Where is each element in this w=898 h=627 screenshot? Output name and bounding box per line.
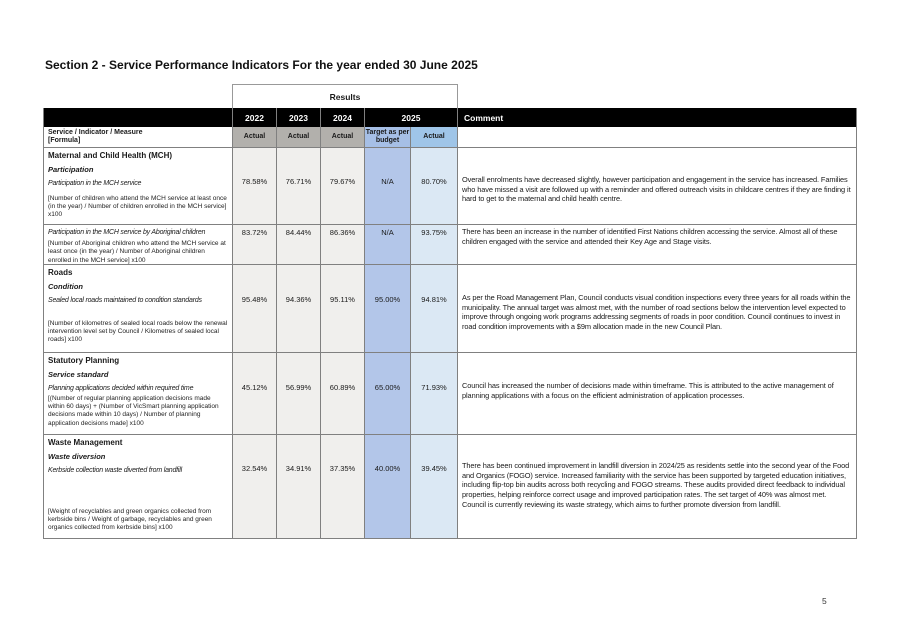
page-number: 5 [822, 596, 827, 606]
service-name: Waste Management [48, 438, 123, 447]
measure-header-line2: [Formula] [48, 137, 81, 144]
value-actual-2025: 39.45% [411, 435, 458, 539]
value-2022: 32.54% [233, 435, 277, 539]
subheader-comment-blank [458, 127, 857, 148]
value-2023: 76.71% [277, 148, 321, 225]
subheader-target-2025: Target as per budget [365, 127, 411, 148]
year-header-2024: 2024 [321, 108, 365, 127]
value-target-2025: 65.00% [365, 353, 411, 435]
performance-indicators-table: Results 2022 2023 2024 2025 Comment Serv… [43, 84, 857, 539]
measure-cell: Roads Condition Sealed local roads maint… [44, 265, 233, 353]
value-2023: 84.44% [277, 225, 321, 265]
value-target-2025: 40.00% [365, 435, 411, 539]
indicator-formula: [Number of Aboriginal children who atten… [48, 239, 226, 264]
indicator-name: Participation in the MCH service [48, 179, 142, 187]
value-target-2025: N/A [365, 225, 411, 265]
subheader-actual-2023: Actual [277, 127, 321, 148]
sub-header-row: Service / Indicator / Measure [Formula] … [44, 127, 857, 148]
indicator-formula: [Number of children who attend the MCH s… [48, 194, 227, 219]
indicator-name: Participation in the MCH service by Abor… [48, 229, 206, 236]
value-2024: 37.35% [321, 435, 365, 539]
results-header-row: Results [43, 84, 857, 108]
indicator-name: Planning applications decided within req… [48, 384, 194, 392]
indicator-name: Sealed local roads maintained to conditi… [48, 296, 202, 304]
table-row: Maternal and Child Health (MCH) Particip… [44, 148, 857, 225]
comment-cell: Overall enrolments have decreased slight… [458, 148, 857, 225]
measure-cell: Participation in the MCH service by Abor… [44, 225, 233, 265]
year-header-2023: 2023 [277, 108, 321, 127]
value-actual-2025: 94.81% [411, 265, 458, 353]
value-2023: 56.99% [277, 353, 321, 435]
value-2022: 78.58% [233, 148, 277, 225]
table-row: Roads Condition Sealed local roads maint… [44, 265, 857, 353]
subheader-actual-2024: Actual [321, 127, 365, 148]
indicator-formula: [Number of kilometres of sealed local ro… [48, 319, 228, 344]
table-row: Waste Management Waste diversion Kerbsid… [44, 435, 857, 539]
year-header-blank [44, 108, 233, 127]
value-2022: 45.12% [233, 353, 277, 435]
year-header-2025: 2025 [365, 108, 458, 127]
table-grid: 2022 2023 2024 2025 Comment Service / In… [43, 108, 857, 539]
year-header-row: 2022 2023 2024 2025 Comment [44, 108, 857, 127]
results-spacer [43, 84, 232, 108]
value-actual-2025: 93.75% [411, 225, 458, 265]
measure-cell: Statutory Planning Service standard Plan… [44, 353, 233, 435]
measure-cell: Waste Management Waste diversion Kerbsid… [44, 435, 233, 539]
value-2023: 94.36% [277, 265, 321, 353]
measure-column-header: Service / Indicator / Measure [Formula] [44, 127, 233, 148]
subheader-actual-2025: Actual [411, 127, 458, 148]
page-title: Section 2 - Service Performance Indicato… [45, 58, 478, 72]
value-2024: 86.36% [321, 225, 365, 265]
indicator-category: Condition [48, 282, 83, 291]
indicator-formula: [Weight of recyclables and green organic… [48, 507, 212, 532]
service-name: Roads [48, 268, 73, 277]
comment-cell: There has been an increase in the number… [458, 225, 857, 265]
indicator-name: Kerbside collection waste diverted from … [48, 466, 182, 474]
results-header: Results [232, 84, 458, 108]
measure-header-line1: Service / Indicator / Measure [48, 128, 143, 136]
comment-cell: As per the Road Management Plan, Council… [458, 265, 857, 353]
indicator-formula: [(Number of regular planning application… [48, 394, 219, 427]
value-2022: 95.48% [233, 265, 277, 353]
service-name: Statutory Planning [48, 356, 120, 365]
subheader-actual-2022: Actual [233, 127, 277, 148]
value-2023: 34.91% [277, 435, 321, 539]
value-actual-2025: 71.93% [411, 353, 458, 435]
indicator-category: Participation [48, 165, 94, 174]
comment-cell: Council has increased the number of deci… [458, 353, 857, 435]
value-target-2025: N/A [365, 148, 411, 225]
table-row: Participation in the MCH service by Abor… [44, 225, 857, 265]
value-2024: 79.67% [321, 148, 365, 225]
value-2024: 60.89% [321, 353, 365, 435]
indicator-category: Service standard [48, 370, 109, 379]
indicator-category: Waste diversion [48, 452, 106, 461]
year-header-2022: 2022 [233, 108, 277, 127]
value-2022: 83.72% [233, 225, 277, 265]
comment-column-header: Comment [458, 108, 857, 127]
measure-cell: Maternal and Child Health (MCH) Particip… [44, 148, 233, 225]
value-actual-2025: 80.70% [411, 148, 458, 225]
value-2024: 95.11% [321, 265, 365, 353]
value-target-2025: 95.00% [365, 265, 411, 353]
service-name: Maternal and Child Health (MCH) [48, 151, 173, 160]
comment-cell: There has been continued improvement in … [458, 435, 857, 539]
table-row: Statutory Planning Service standard Plan… [44, 353, 857, 435]
